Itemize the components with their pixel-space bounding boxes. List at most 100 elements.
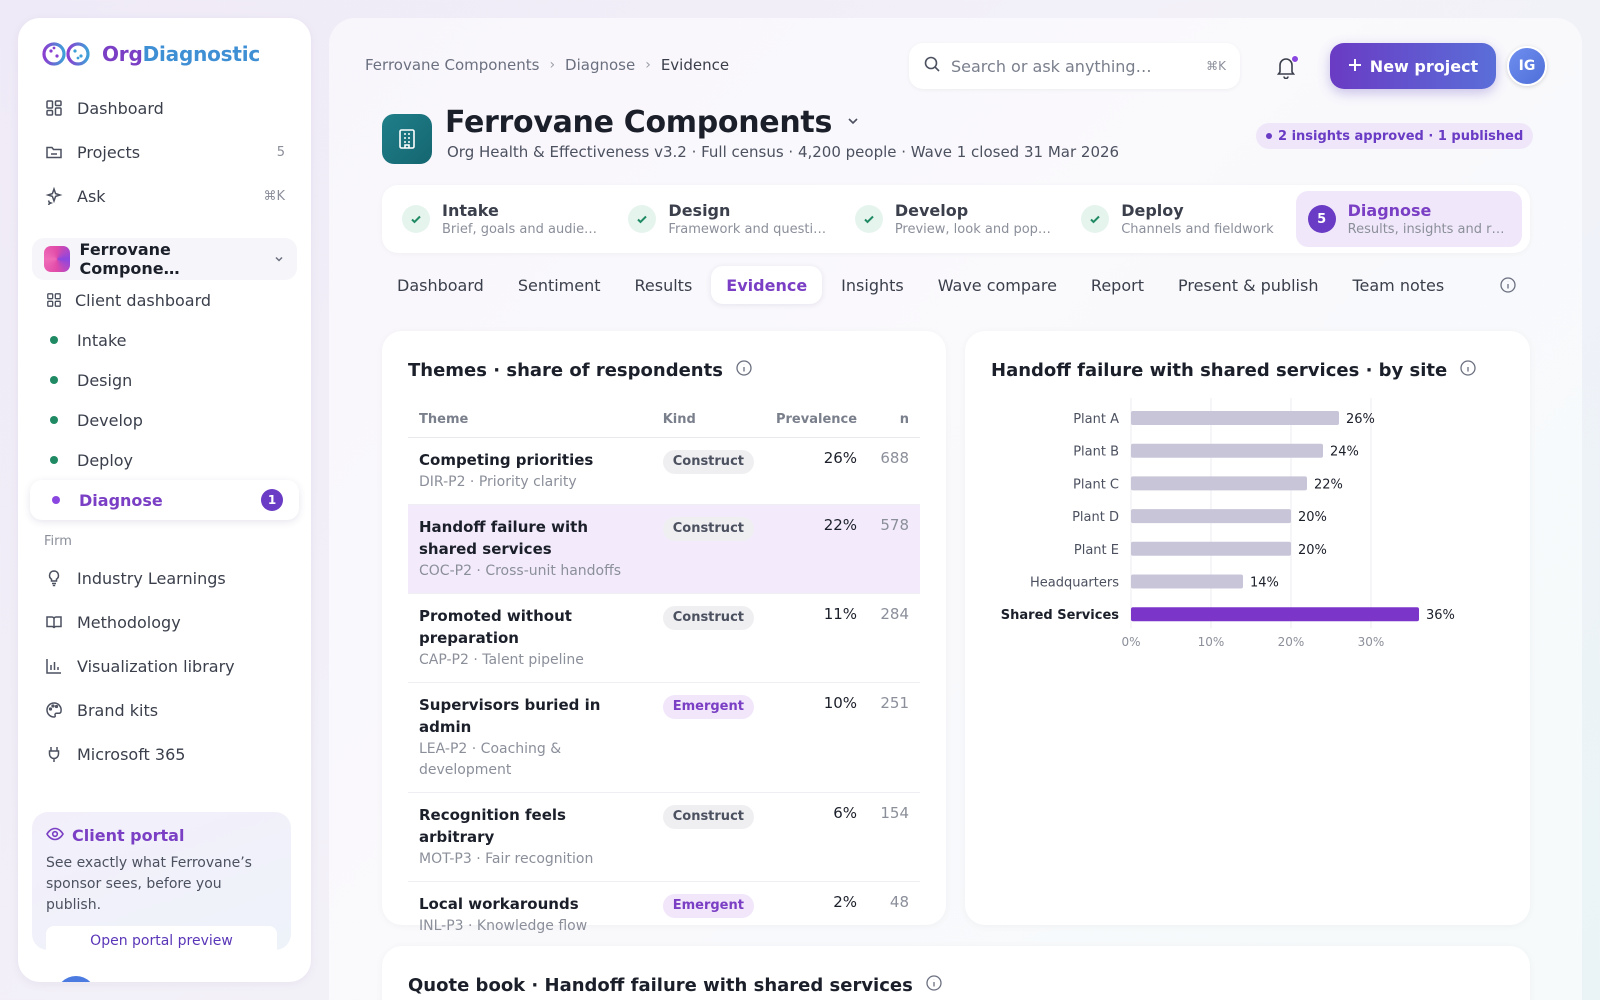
nav-microsoft-365[interactable]: Microsoft 365: [28, 732, 301, 776]
table-row[interactable]: Competing priorities DIR-P2 · Priority cl…: [408, 437, 920, 505]
theme-code: LEA-P2 · Coaching & development: [419, 740, 562, 778]
n-value: 154: [868, 792, 920, 882]
tab-report[interactable]: Report: [1090, 275, 1144, 295]
data-label: 26%: [1346, 412, 1375, 427]
site-bar-chart: 0% 10% 20% 30% Plant A 26% Plant B 24% Plant C 22…: [1001, 398, 1455, 649]
tab-present-publish[interactable]: Present & publish: [1177, 275, 1319, 295]
app-logo[interactable]: OrgDiagnostic: [40, 40, 260, 68]
category-label: Headquarters: [1030, 576, 1119, 591]
breadcrumb-current: Evidence: [660, 56, 730, 74]
tab-wave-compare[interactable]: Wave compare: [937, 275, 1057, 295]
themes-table: Theme Kind Prevalence n Competing priori…: [408, 403, 920, 948]
theme-code: COC-P2 · Cross-unit handoffs: [419, 562, 622, 579]
sidebar: OrgDiagnostic Dashboard Projects 5 Ask ⌘…: [18, 18, 311, 982]
tab-dashboard[interactable]: Dashboard: [397, 275, 484, 295]
step-design[interactable]: Design Framework and questi…: [616, 191, 842, 247]
portal-description: See exactly what Ferrovane’s sponsor see…: [46, 855, 252, 913]
grid-icon: [44, 290, 64, 310]
notifications-button[interactable]: [1275, 55, 1299, 80]
search-box[interactable]: ⌘K: [909, 43, 1240, 89]
bar: [1131, 411, 1339, 425]
table-row[interactable]: Recognition feels arbitrary MOT-P3 · Fair…: [408, 792, 920, 882]
nav-visualization-library[interactable]: Visualization library: [28, 644, 301, 688]
client-switcher[interactable]: Ferrovane Compone…: [32, 238, 297, 280]
prevalence-value: 10%: [764, 682, 869, 793]
nav-stage-develop[interactable]: Develop: [28, 400, 301, 440]
tab-results[interactable]: Results: [634, 275, 693, 295]
data-label: 36%: [1426, 608, 1455, 623]
stage-label: Diagnose: [79, 490, 163, 510]
breadcrumb-client[interactable]: Ferrovane Components: [365, 56, 540, 74]
nav-stage-diagnose[interactable]: Diagnose 1: [30, 480, 299, 520]
infinity-logo-icon: [42, 42, 90, 66]
tab-evidence[interactable]: Evidence: [711, 266, 823, 304]
table-row[interactable]: Promoted without preparation CAP-P2 · Tal…: [408, 593, 920, 683]
category-label: Plant B: [1073, 445, 1119, 460]
step-develop[interactable]: Develop Preview, look and pop…: [843, 191, 1069, 247]
nav-client-dashboard[interactable]: Client dashboard: [28, 280, 301, 320]
project-title[interactable]: Ferrovane Components: [445, 105, 860, 140]
grid-icon: [44, 98, 64, 118]
account-avatar[interactable]: IG: [1507, 46, 1547, 86]
table-row[interactable]: Local workarounds INL-P3 · Knowledge flow…: [408, 881, 920, 948]
step-desc: Preview, look and pop…: [894, 222, 1051, 237]
plus-icon: [1348, 57, 1362, 76]
info-icon[interactable]: [1459, 359, 1477, 382]
nav-stage-intake[interactable]: Intake: [28, 320, 301, 360]
nav-brand-kits[interactable]: Brand kits: [28, 688, 301, 732]
firm-nav: Industry Learnings Methodology Visualiza…: [28, 556, 301, 776]
main-panel: Ferrovane Components › Diagnose › Eviden…: [329, 18, 1582, 1000]
nav-ask[interactable]: Ask ⌘K: [28, 174, 301, 218]
search-input[interactable]: [951, 56, 1191, 76]
theme-name: Recognition feels arbitrary: [419, 805, 566, 846]
check-icon: [628, 205, 657, 233]
stage-status-dot: [50, 336, 58, 344]
open-portal-preview-button[interactable]: Open portal preview: [46, 926, 277, 956]
step-deploy[interactable]: Deploy Channels and fieldwork: [1069, 191, 1295, 247]
table-row-selected[interactable]: Handoff failure with shared services COC-…: [408, 504, 920, 594]
nav-industry-learnings[interactable]: Industry Learnings: [28, 556, 301, 600]
building-icon: [382, 114, 432, 164]
x-tick-label: 10%: [1198, 635, 1225, 649]
x-tick-label: 20%: [1278, 635, 1305, 649]
column-header-n[interactable]: n: [868, 403, 920, 438]
main-nav: Dashboard Projects 5 Ask ⌘K: [28, 86, 301, 218]
client-name: Ferrovane Compone…: [79, 240, 180, 278]
stage-status-dot: [50, 376, 58, 384]
info-icon[interactable]: [1499, 276, 1517, 298]
nav-label: Ask: [77, 186, 106, 206]
nav-projects[interactable]: Projects 5: [28, 130, 301, 174]
info-icon[interactable]: [735, 359, 753, 382]
table-row[interactable]: Supervisors buried in admin LEA-P2 · Coac…: [408, 682, 920, 793]
tab-sentiment[interactable]: Sentiment: [517, 275, 601, 295]
theme-code: CAP-P2 · Talent pipeline: [419, 651, 584, 668]
theme-name: Supervisors buried in admin: [419, 695, 601, 736]
n-value: 688: [868, 437, 920, 505]
projects-count: 5: [276, 144, 285, 160]
breadcrumb-stage[interactable]: Diagnose: [565, 56, 636, 74]
prevalence-value: 26%: [764, 437, 869, 505]
column-header-kind[interactable]: Kind: [651, 403, 765, 438]
nav-label: Industry Learnings: [77, 568, 226, 588]
theme-name: Handoff failure with shared services: [419, 517, 589, 558]
tab-team-notes[interactable]: Team notes: [1352, 275, 1445, 295]
user-avatar[interactable]: [56, 976, 96, 982]
theme-name: Promoted without preparation: [419, 606, 572, 647]
column-header-theme[interactable]: Theme: [408, 403, 652, 438]
new-project-button[interactable]: New project: [1330, 43, 1496, 89]
client-nav: Client dashboard Intake Design Develop D…: [28, 280, 301, 520]
nav-label: Brand kits: [77, 700, 159, 720]
portal-title: Client portal: [46, 826, 277, 845]
nav-methodology[interactable]: Methodology: [28, 600, 301, 644]
tab-insights[interactable]: Insights: [841, 275, 904, 295]
step-desc: Results, insights and r…: [1347, 222, 1505, 237]
nav-label: Dashboard: [77, 98, 164, 118]
nav-stage-design[interactable]: Design: [28, 360, 301, 400]
nav-dashboard[interactable]: Dashboard: [28, 86, 301, 130]
step-diagnose[interactable]: 5 Diagnose Results, insights and r…: [1295, 191, 1523, 247]
chevron-down-icon: [273, 250, 285, 269]
info-icon[interactable]: [925, 974, 943, 997]
column-header-prevalence[interactable]: Prevalence: [764, 403, 869, 438]
nav-stage-deploy[interactable]: Deploy: [28, 440, 301, 480]
step-intake[interactable]: Intake Brief, goals and audie…: [390, 191, 616, 247]
